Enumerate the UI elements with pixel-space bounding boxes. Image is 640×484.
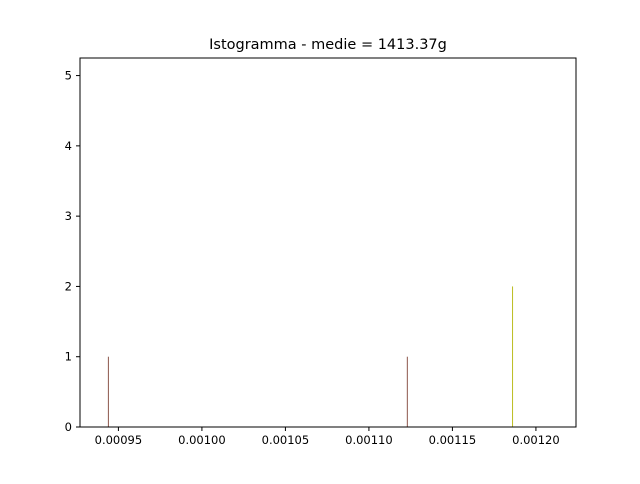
- histogram-bar-3: [512, 286, 514, 427]
- y-axis: 0 1 2 3 4 5: [65, 69, 80, 434]
- x-tick-label: 0.00105: [262, 433, 310, 447]
- chart-title: Istogramma - medie = 1413.37g: [209, 37, 447, 53]
- bars-layer: [107, 286, 514, 427]
- y-tick-label: 3: [65, 209, 72, 223]
- x-tick-label: 0.00120: [512, 433, 560, 447]
- x-axis: 0.00095 0.00100 0.00105 0.00110 0.00115 0.001…: [95, 427, 560, 447]
- x-tick-label: 0.00095: [95, 433, 143, 447]
- x-tick-label: 0.00115: [429, 433, 477, 447]
- y-tick-label: 4: [65, 139, 72, 153]
- y-tick-label: 1: [65, 350, 72, 364]
- histogram-bar-1: [107, 356, 109, 427]
- y-tick-label: 0: [65, 420, 72, 434]
- x-tick-label: 0.00110: [345, 433, 393, 447]
- plot-frame: [79, 57, 577, 428]
- x-tick-label: 0.00100: [178, 433, 226, 447]
- y-tick-label: 2: [65, 279, 72, 293]
- y-tick-label: 5: [65, 69, 72, 83]
- histogram-bar-2: [406, 356, 408, 427]
